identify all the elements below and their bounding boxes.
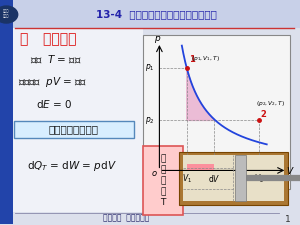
Text: 13-4  理想气体的等温过程和绝热过程: 13-4 理想气体的等温过程和绝热过程 (96, 9, 216, 20)
Text: 一   等温过程: 一 等温过程 (20, 32, 76, 46)
Text: 特征  $T$ = 常量: 特征 $T$ = 常量 (30, 53, 82, 65)
Bar (142, 146, 183, 215)
Text: 1: 1 (188, 55, 194, 64)
Text: 1: 1 (285, 215, 291, 224)
Text: 第十三章  热力学基础: 第十三章 热力学基础 (103, 214, 149, 223)
Text: d$Q_T$ = d$W$ = $p$d$V$: d$Q_T$ = d$W$ = $p$d$V$ (27, 159, 117, 173)
Bar (178, 152, 288, 205)
Text: $p$: $p$ (154, 34, 162, 45)
Text: 过程方程  $pV$ = 常量: 过程方程 $pV$ = 常量 (18, 75, 87, 89)
Text: 物理学
第五版: 物理学 第五版 (3, 10, 10, 18)
Bar (0, 0, 13, 224)
Text: $V_2$: $V_2$ (254, 173, 264, 185)
Bar (13, 0, 300, 28)
Circle shape (0, 6, 18, 23)
Text: $(p_1,V_1,T)$: $(p_1,V_1,T)$ (191, 54, 220, 63)
Text: $p_1$: $p_1$ (145, 63, 155, 73)
FancyBboxPatch shape (14, 122, 134, 137)
Bar (183, 155, 284, 201)
Text: $(p_2,V_2,T)$: $(p_2,V_2,T)$ (256, 99, 285, 108)
Bar (236, 155, 246, 201)
Text: 2: 2 (261, 110, 266, 119)
Bar (187, 164, 214, 171)
Text: 由热力学第一定律: 由热力学第一定律 (49, 124, 98, 135)
Text: 恒
温
热
源
T: 恒 温 热 源 T (160, 154, 165, 207)
Text: $p_2$: $p_2$ (145, 115, 155, 126)
Text: $V$: $V$ (286, 165, 295, 176)
Text: d$E$ = 0: d$E$ = 0 (36, 98, 72, 110)
Text: $V_1$: $V_1$ (182, 173, 192, 185)
Bar (142, 35, 290, 189)
Bar (284, 155, 286, 201)
Text: d$V$: d$V$ (208, 173, 220, 184)
Bar (13, 28, 143, 212)
Polygon shape (187, 68, 214, 120)
Text: $o$: $o$ (151, 169, 158, 178)
